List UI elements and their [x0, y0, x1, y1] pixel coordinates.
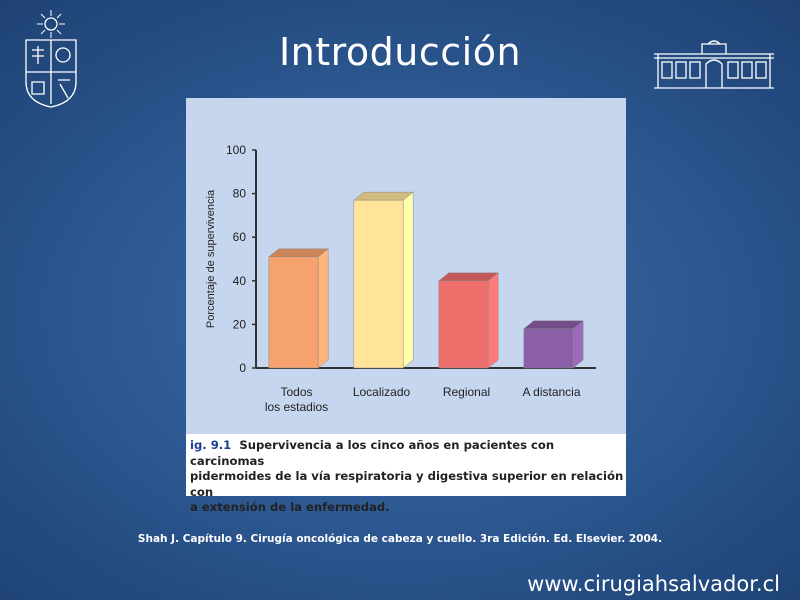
x-tick-label: Regional: [443, 385, 490, 399]
y-tick-label: 80: [233, 187, 247, 201]
y-tick-label: 100: [226, 143, 246, 157]
university-crest-icon: [22, 10, 80, 108]
bar-side: [402, 191, 414, 369]
bar-top: [438, 272, 499, 282]
hospital-building-icon: [652, 40, 776, 92]
slide-title: Introducción: [278, 30, 522, 74]
figure-caption: ig. 9.1 Supervivencia a los cinco años e…: [186, 434, 624, 514]
bar-side: [487, 272, 499, 369]
caption-line-3: a extensión de la enfermedad.: [190, 500, 390, 514]
y-tick-label: 60: [233, 230, 247, 244]
bar: [353, 199, 404, 369]
x-tick-label: Localizado: [353, 385, 411, 399]
bar-top: [523, 320, 584, 330]
citation-text: Shah J. Capítulo 9. Cirugía oncológica d…: [137, 533, 663, 545]
y-tick-label: 20: [233, 317, 247, 331]
bar-top: [353, 191, 414, 201]
x-tick-label: A distancia: [522, 385, 580, 399]
bar-side: [317, 248, 329, 369]
bar: [523, 328, 574, 369]
y-tick-label: 0: [239, 361, 246, 375]
caption-prefix: ig. 9.1: [190, 438, 232, 452]
caption-text-1: Supervivencia a los cinco años en pacien…: [190, 438, 555, 468]
bar-top: [268, 248, 329, 258]
bar-chart: 0 20 40 60 80 100 Porcentaje de supervivencia T…: [205, 143, 596, 414]
website-url: www.cirugiahsalvador.cl: [527, 572, 780, 596]
x-tick-label: los estadios: [265, 400, 328, 414]
caption-line-2: pidermoides de la vía respiratoria y dig…: [190, 469, 624, 499]
y-axis-title: Porcentaje de supervivencia: [205, 189, 217, 328]
x-tick-label: Todos: [280, 385, 312, 399]
caption-line-1: ig. 9.1 Supervivencia a los cinco años e…: [190, 438, 624, 469]
bar: [438, 280, 489, 369]
figure-panel: 0 20 40 60 80 100 Porcentaje de supervivencia T…: [186, 98, 626, 514]
bar: [268, 256, 319, 369]
y-tick-label: 40: [233, 274, 247, 288]
